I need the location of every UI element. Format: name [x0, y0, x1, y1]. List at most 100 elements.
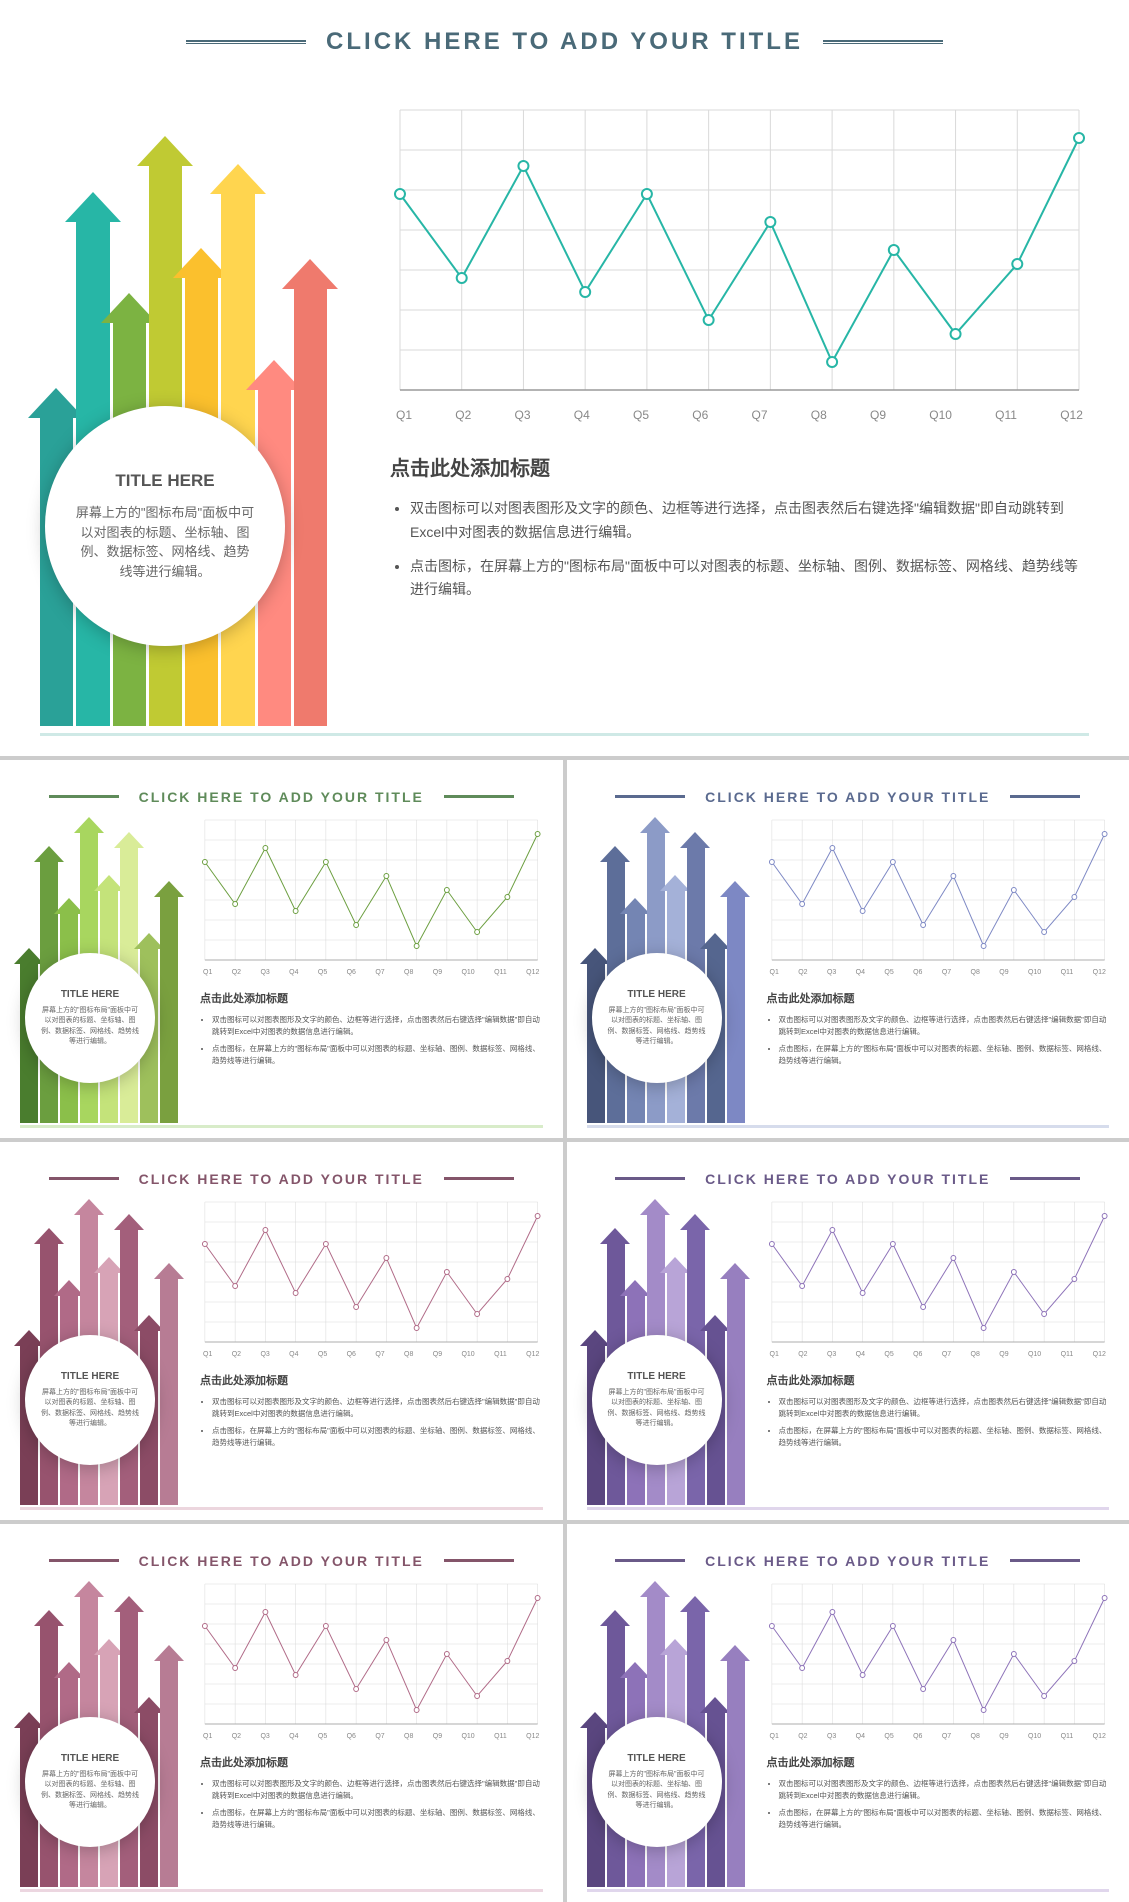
- x-axis-label: Q4: [856, 969, 865, 976]
- x-axis-label: Q5: [884, 1733, 893, 1740]
- bullet-item: 点击图标，在屏幕上方的"图标布局"面板中可以对图表的标题、坐标轴、图例、数据标签…: [779, 1425, 1110, 1449]
- x-axis-label: Q4: [289, 969, 298, 976]
- x-axis-label: Q7: [375, 1733, 384, 1740]
- thumbnail-grid: CLICK HERE TO ADD YOUR TITLE TITLE HERE 屏…: [0, 756, 1129, 1902]
- x-axis-label: Q5: [318, 1733, 327, 1740]
- content-sub-title[interactable]: 点击此处添加标题: [200, 1754, 543, 1770]
- x-axis-label: Q4: [574, 408, 590, 422]
- slide-title[interactable]: CLICK HERE TO ADD YOUR TITLE: [705, 789, 990, 805]
- x-axis-label: Q3: [260, 1733, 269, 1740]
- callout-body: 屏幕上方的"图标布局"面板中可以对图表的标题、坐标轴、图例、数据标签、网格线、趋…: [606, 1770, 708, 1812]
- slide-title[interactable]: CLICK HERE TO ADD YOUR TITLE: [139, 789, 424, 805]
- slide-title[interactable]: CLICK HERE TO ADD YOUR TITLE: [705, 1553, 990, 1569]
- x-axis-label: Q1: [770, 1351, 779, 1358]
- x-axis-label: Q12: [526, 1351, 539, 1358]
- bullet-item: 点击图标，在屏幕上方的"图标布局"面板中可以对图表的标题、坐标轴、图例、数据标签…: [212, 1425, 543, 1449]
- header-rule-right: [444, 1177, 514, 1180]
- slide: CLICK HERE TO ADD YOUR TITLE TITLE HERE屏…: [0, 760, 563, 1138]
- callout-title: TITLE HERE: [606, 1753, 708, 1764]
- callout-title: TITLE HERE: [39, 1371, 141, 1382]
- chart-block: Q1Q2Q3Q4Q5Q6Q7Q8Q9Q10Q11Q12点击此处添加标题双击图标可…: [390, 100, 1089, 612]
- callout-circle: TITLE HERE屏幕上方的"图标布局"面板中可以对图表的标题、坐标轴、图例、…: [592, 953, 722, 1083]
- chart-block: Q1Q2Q3Q4Q5Q6Q7Q8Q9Q10Q11Q12点击此处添加标题双击图标可…: [767, 1197, 1110, 1454]
- x-axis-label: Q7: [752, 408, 768, 422]
- content-sub-title[interactable]: 点击此处添加标题: [767, 990, 1110, 1006]
- header-rule-left: [186, 40, 306, 44]
- x-axis-label: Q10: [1028, 969, 1041, 976]
- bullet-item: 双击图标可以对图表图形及文字的颜色、边框等进行选择，点击图表然后右键选择"编辑数…: [212, 1778, 543, 1802]
- bullet-list: 双击图标可以对图表图形及文字的颜色、边框等进行选择，点击图表然后右键选择"编辑数…: [767, 1778, 1110, 1831]
- content-sub-title[interactable]: 点击此处添加标题: [767, 1754, 1110, 1770]
- callout-body: 屏幕上方的"图标布局"面板中可以对图表的标题、坐标轴、图例、数据标签、网格线、趋…: [606, 1006, 708, 1048]
- content-sub-title[interactable]: 点击此处添加标题: [200, 990, 543, 1006]
- slide-header: CLICK HERE TO ADD YOUR TITLE: [0, 788, 563, 806]
- callout-circle: TITLE HERE 屏幕上方的"图标布局"面板中可以对图表的标题、坐标轴、图例、…: [25, 1335, 155, 1465]
- callout-circle: TITLE HERE屏幕上方的"图标布局"面板中可以对图表的标题、坐标轴、图例、…: [25, 953, 155, 1083]
- slide: CLICK HERE TO ADD YOUR TITLE TITLE HERE 屏…: [0, 1142, 563, 1520]
- x-axis-label: Q3: [827, 1351, 836, 1358]
- chart-x-labels: Q1Q2Q3Q4Q5Q6Q7Q8Q9Q10Q11Q12: [200, 1347, 543, 1358]
- arrow-bar: [294, 289, 327, 726]
- header-rule-left: [615, 795, 685, 798]
- x-axis-label: Q1: [203, 969, 212, 976]
- slide-header: CLICK HERE TO ADD YOUR TITLE: [567, 1170, 1129, 1188]
- slide-title[interactable]: CLICK HERE TO ADD YOUR TITLE: [139, 1553, 424, 1569]
- slide-title[interactable]: CLICK HERE TO ADD YOUR TITLE: [326, 28, 803, 56]
- x-axis-label: Q9: [433, 1733, 442, 1740]
- x-axis-label: Q2: [455, 408, 471, 422]
- bullet-list: 双击图标可以对图表图形及文字的颜色、边框等进行选择，点击图表然后右键选择"编辑数…: [767, 1396, 1110, 1449]
- slide-header: CLICK HERE TO ADD YOUR TITLE: [0, 1552, 563, 1570]
- content-sub-title[interactable]: 点击此处添加标题: [200, 1372, 543, 1388]
- x-axis-label: Q2: [232, 969, 241, 976]
- x-axis-label: Q10: [461, 1351, 474, 1358]
- x-axis-label: Q2: [798, 1351, 807, 1358]
- arrow-bar: [160, 1661, 178, 1887]
- header-rule-left: [49, 795, 119, 798]
- x-axis-label: Q3: [515, 408, 531, 422]
- x-axis-label: Q2: [798, 969, 807, 976]
- bullet-item: 点击图标，在屏幕上方的"图标布局"面板中可以对图表的标题、坐标轴、图例、数据标签…: [779, 1043, 1110, 1067]
- x-axis-label: Q4: [289, 1351, 298, 1358]
- callout-title: TITLE HERE: [606, 1371, 708, 1382]
- chart-x-labels: Q1Q2Q3Q4Q5Q6Q7Q8Q9Q10Q11Q12: [767, 1347, 1110, 1358]
- callout-body: 屏幕上方的"图标布局"面板中可以对图表的标题、坐标轴、图例、数据标签、网格线、趋…: [39, 1388, 141, 1430]
- x-axis-label: Q4: [856, 1733, 865, 1740]
- chart-x-labels: Q1Q2Q3Q4Q5Q6Q7Q8Q9Q10Q11Q12: [200, 965, 543, 976]
- x-axis-label: Q8: [811, 408, 827, 422]
- x-axis-label: Q3: [827, 969, 836, 976]
- content-sub-title[interactable]: 点击此处添加标题: [390, 452, 1089, 481]
- x-axis-label: Q12: [1093, 1733, 1106, 1740]
- content-sub-title[interactable]: 点击此处添加标题: [767, 1372, 1110, 1388]
- arrow-bar: [727, 1279, 745, 1505]
- x-axis-label: Q1: [203, 1733, 212, 1740]
- chart-block: Q1Q2Q3Q4Q5Q6Q7Q8Q9Q10Q11Q12点击此处添加标题双击图标可…: [767, 815, 1110, 1072]
- x-axis-label: Q5: [633, 408, 649, 422]
- slide-header: CLICK HERE TO ADD YOUR TITLE: [0, 28, 1129, 56]
- chart-x-labels: Q1Q2Q3Q4Q5Q6Q7Q8Q9Q10Q11Q12: [767, 965, 1110, 976]
- x-axis-label: Q8: [404, 1351, 413, 1358]
- chart-block: Q1Q2Q3Q4Q5Q6Q7Q8Q9Q10Q11Q12点击此处添加标题双击图标可…: [200, 1197, 543, 1454]
- x-axis-label: Q11: [1061, 1351, 1074, 1358]
- x-axis-label: Q12: [526, 969, 539, 976]
- bullet-item: 双击图标可以对图表图形及文字的颜色、边框等进行选择，点击图表然后右键选择"编辑数…: [779, 1778, 1110, 1802]
- chart-block: Q1Q2Q3Q4Q5Q6Q7Q8Q9Q10Q11Q12点击此处添加标题双击图标可…: [200, 1579, 543, 1836]
- slide-title[interactable]: CLICK HERE TO ADD YOUR TITLE: [705, 1171, 990, 1187]
- header-rule-left: [49, 1559, 119, 1562]
- slide-header: CLICK HERE TO ADD YOUR TITLE: [567, 1552, 1129, 1570]
- x-axis-label: Q8: [971, 1351, 980, 1358]
- callout-circle: TITLE HERE屏幕上方的"图标布局"面板中可以对图表的标题、坐标轴、图例、…: [45, 406, 285, 646]
- x-axis-label: Q6: [347, 969, 356, 976]
- header-rule-right: [444, 1559, 514, 1562]
- x-axis-label: Q9: [433, 1351, 442, 1358]
- header-rule-right: [1010, 795, 1080, 798]
- chart-block: Q1Q2Q3Q4Q5Q6Q7Q8Q9Q10Q11Q12点击此处添加标题双击图标可…: [200, 815, 543, 1072]
- x-axis-label: Q6: [913, 1733, 922, 1740]
- x-axis-label: Q1: [770, 1733, 779, 1740]
- slide-header: CLICK HERE TO ADD YOUR TITLE: [567, 788, 1129, 806]
- slide-title[interactable]: CLICK HERE TO ADD YOUR TITLE: [139, 1171, 424, 1187]
- x-axis-label: Q7: [942, 1351, 951, 1358]
- header-rule-left: [615, 1177, 685, 1180]
- header-rule-left: [615, 1559, 685, 1562]
- x-axis-label: Q11: [995, 408, 1017, 422]
- x-axis-label: Q11: [1061, 1733, 1074, 1740]
